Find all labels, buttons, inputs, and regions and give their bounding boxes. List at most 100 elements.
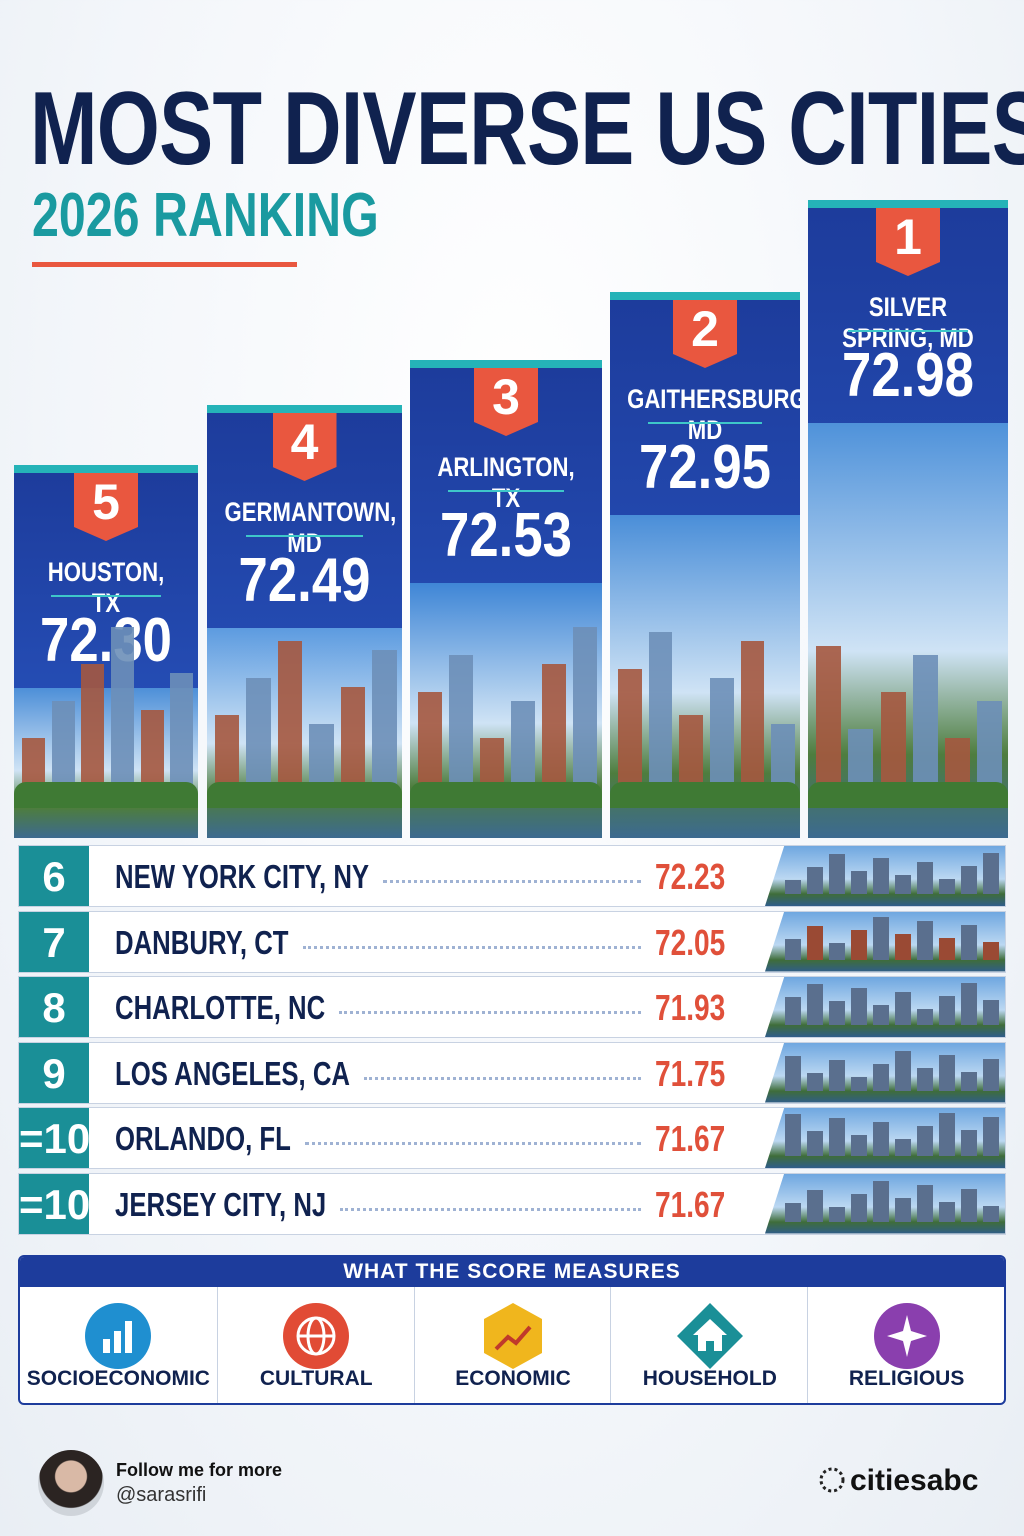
row-city: LOS ANGELES, CA — [115, 1054, 351, 1092]
podium-rule — [246, 535, 363, 537]
building — [983, 941, 999, 960]
building — [785, 1202, 801, 1222]
row-city: ORLANDO, FL — [115, 1120, 291, 1157]
podium-column: 5 HOUSTON, TX 72.30 — [14, 465, 198, 838]
measure-icon — [676, 1303, 743, 1369]
building — [807, 1131, 823, 1156]
building — [983, 1000, 999, 1025]
building — [111, 627, 135, 798]
building — [807, 1189, 823, 1222]
building — [912, 655, 938, 798]
building — [895, 1139, 911, 1156]
building — [939, 937, 955, 960]
measures-title: WHAT THE SCORE MEASURES — [20, 1257, 1004, 1287]
building — [648, 632, 673, 798]
building — [541, 664, 566, 798]
building — [917, 1067, 933, 1091]
building — [939, 1201, 955, 1222]
building — [372, 650, 397, 798]
building — [983, 1205, 999, 1222]
rank-row: 6 NEW YORK CITY, NY 72.23 — [18, 845, 1006, 907]
podium-rule — [848, 330, 968, 332]
measure-label: HOUSEHOLD — [642, 1367, 777, 1390]
row-city: JERSEY CITY, NJ — [115, 1185, 327, 1223]
building — [785, 938, 801, 960]
building — [807, 867, 823, 894]
building — [939, 879, 955, 894]
podium-city: HOUSTON, TX — [47, 557, 165, 618]
podium-score: 72.49 — [238, 546, 371, 615]
measure-cell: SOCIOECONOMIC — [20, 1287, 217, 1403]
building — [873, 1180, 889, 1222]
measure-cell: ECONOMIC — [413, 1287, 612, 1403]
city-photo — [808, 423, 1008, 838]
podium-city: GAITHERSBURG, MD — [627, 384, 800, 445]
building — [572, 627, 597, 798]
row-photo — [765, 846, 1005, 906]
brand-icon — [819, 1467, 845, 1493]
trees — [610, 782, 800, 808]
podium-city: SILVER SPRING, MD — [842, 292, 974, 353]
podium-city: GERMANTOWN, MD — [224, 497, 397, 558]
building — [939, 996, 955, 1025]
city-photo — [410, 583, 602, 838]
measures-panel: WHAT THE SCORE MEASURES SOCIOECONOMIC CUL… — [18, 1255, 1006, 1405]
building — [961, 1130, 977, 1156]
building — [873, 1005, 889, 1025]
row-score: 71.93 — [655, 987, 726, 1028]
trees — [207, 782, 402, 808]
building — [740, 641, 765, 798]
building — [81, 664, 105, 798]
rank-row: =10 ORLANDO, FL 71.67 — [18, 1107, 1006, 1169]
measure-label: CULTURAL — [259, 1367, 373, 1390]
measure-icon — [283, 1303, 350, 1369]
rank-badge: 1 — [876, 208, 940, 276]
rank-badge: 3 — [474, 368, 538, 436]
measure-label: SOCIOECONOMIC — [26, 1367, 210, 1390]
building — [917, 1126, 933, 1156]
building — [851, 1135, 867, 1156]
rank-row: 9 LOS ANGELES, CA 71.75 — [18, 1041, 1006, 1104]
building — [851, 871, 867, 894]
building — [873, 858, 889, 894]
building — [983, 1058, 999, 1091]
podium-score: 72.98 — [842, 341, 974, 410]
building — [340, 687, 366, 798]
measure-icon — [483, 1303, 542, 1369]
building — [977, 701, 1003, 798]
building — [895, 992, 911, 1025]
building — [961, 1188, 977, 1222]
building — [895, 1197, 911, 1222]
building — [170, 673, 194, 798]
podium-score: 72.95 — [639, 433, 771, 502]
measure-icon — [85, 1303, 152, 1369]
building — [51, 701, 75, 798]
building — [939, 1113, 955, 1156]
row-score: 71.67 — [655, 1118, 726, 1159]
city-photo — [14, 627, 198, 838]
row-rank: 9 — [19, 1042, 89, 1103]
rank-row: 7 DANBURY, CT 72.05 — [18, 910, 1006, 973]
building — [851, 1193, 867, 1222]
building — [983, 1117, 999, 1156]
building — [829, 1118, 845, 1156]
building — [851, 988, 867, 1025]
building — [829, 1206, 845, 1222]
building — [851, 929, 867, 960]
building — [140, 710, 164, 798]
building — [277, 641, 303, 798]
measure-cell: RELIGIOUS — [807, 1287, 1004, 1403]
title: MOST DIVERSE US CITIES — [30, 71, 1024, 187]
podium-score: 72.30 — [40, 606, 172, 675]
avatar — [38, 1450, 104, 1516]
building — [895, 933, 911, 960]
building — [917, 920, 933, 960]
podium-column: 4 GERMANTOWN, MD 72.49 — [207, 405, 402, 838]
building — [873, 1122, 889, 1156]
podium-column: 3 ARLINGTON, TX 72.53 — [410, 360, 602, 838]
row-photo — [765, 911, 1005, 972]
measure-icon — [873, 1303, 940, 1369]
row-score: 71.67 — [655, 1183, 726, 1225]
building — [771, 724, 795, 798]
building — [785, 997, 801, 1025]
